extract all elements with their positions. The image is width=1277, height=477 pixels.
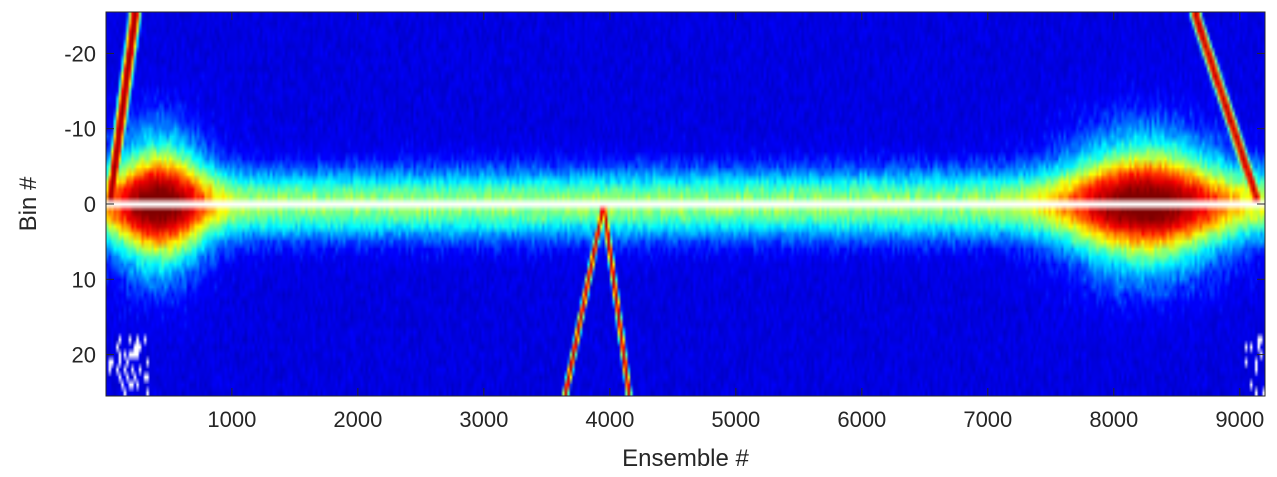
x-axis-label: Ensemble # [622, 445, 749, 472]
y-axis-label: Bin # [15, 176, 42, 231]
plot-area [106, 12, 1265, 396]
x-axis-ticks: 1000 2000 3000 4000 5000 6000 7000 8000 9000 [207, 12, 1264, 432]
y-tick-label: -20 [64, 41, 96, 66]
y-tick-label: 0 [84, 192, 96, 217]
x-tick-label: 4000 [585, 407, 634, 432]
y-tick-label: -10 [64, 117, 96, 142]
x-tick-label: 1000 [207, 407, 256, 432]
x-tick-label: 9000 [1215, 407, 1264, 432]
x-tick-label: 8000 [1089, 407, 1138, 432]
y-tick-label: 10 [72, 267, 96, 292]
y-axis-ticks: -20 -10 0 10 20 [64, 41, 1265, 368]
x-tick-label: 6000 [837, 407, 886, 432]
x-tick-label: 5000 [711, 407, 760, 432]
x-tick-label: 3000 [459, 407, 508, 432]
x-tick-label: 7000 [963, 407, 1012, 432]
heatmap-image [106, 12, 1265, 396]
y-tick-label: 20 [72, 343, 96, 368]
x-tick-label: 2000 [333, 407, 382, 432]
